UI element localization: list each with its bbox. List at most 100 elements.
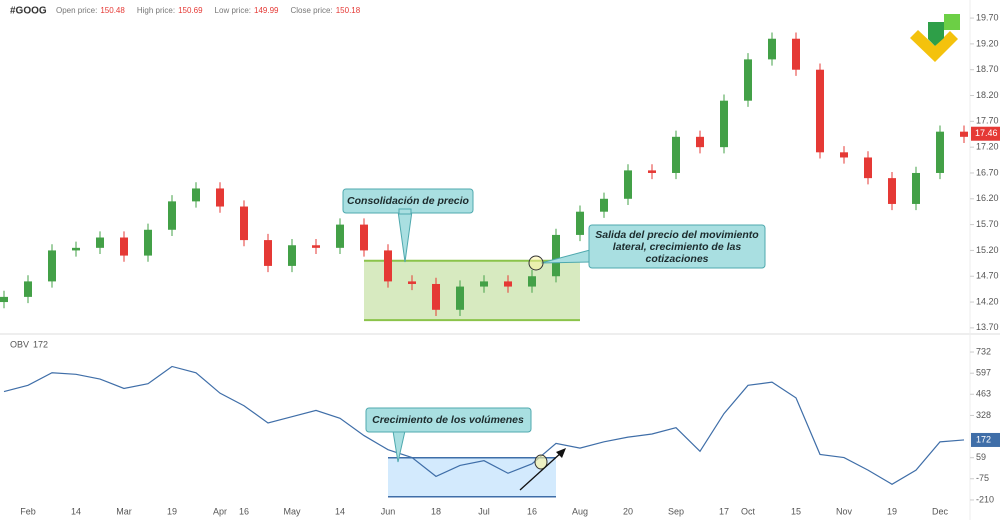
candle-body bbox=[720, 100, 728, 148]
y-tick-label: -75 bbox=[976, 473, 989, 483]
candle-body bbox=[672, 136, 680, 173]
logo bbox=[910, 14, 960, 62]
candle-body bbox=[552, 234, 560, 277]
header: #GOOG Open price: 150.48 High price: 150.69 L… bbox=[10, 6, 361, 17]
x-tick-label: 16 bbox=[239, 506, 249, 516]
y-tick-label: 19.70 bbox=[976, 12, 999, 22]
candle-body bbox=[288, 245, 296, 266]
x-tick-label: 14 bbox=[71, 506, 81, 516]
callout: Consolidación de precio bbox=[342, 188, 474, 263]
candle-body bbox=[336, 224, 344, 248]
header-value: 150.18 bbox=[336, 6, 361, 15]
candle-body bbox=[696, 136, 704, 148]
candle-body bbox=[504, 281, 512, 287]
candle-body bbox=[936, 131, 944, 173]
x-tick-label: Dec bbox=[932, 506, 949, 516]
candle-body bbox=[864, 157, 872, 179]
y-tick-label: 463 bbox=[976, 389, 991, 399]
y-tick-label: 15.20 bbox=[976, 245, 999, 255]
last-price-marker bbox=[971, 126, 1000, 141]
x-tick-label: Jun bbox=[381, 506, 396, 516]
callout: Salida del precio del movimiento lateral… bbox=[540, 224, 766, 269]
annotation: Crecimiento de los volúmenes bbox=[372, 414, 524, 426]
consolidation-box bbox=[364, 260, 580, 321]
candle-body bbox=[432, 283, 440, 310]
highlight-circle bbox=[528, 255, 544, 271]
candle-body bbox=[120, 237, 128, 256]
x-tick-label: 16 bbox=[527, 506, 537, 516]
candle-body bbox=[960, 131, 968, 137]
candle-body bbox=[72, 247, 80, 251]
candle-body bbox=[96, 237, 104, 248]
y-tick-label: 19.20 bbox=[976, 38, 999, 48]
annotation: cotizaciones bbox=[645, 253, 708, 265]
callout-box bbox=[365, 407, 532, 433]
candle-body bbox=[840, 152, 848, 158]
candle-body bbox=[216, 188, 224, 207]
y-tick-label: 16.70 bbox=[976, 167, 999, 177]
indicator-name: OBV bbox=[10, 339, 29, 349]
y-tick-label: 14.70 bbox=[976, 271, 999, 281]
y-tick-label: 328 bbox=[976, 410, 991, 420]
candle-body bbox=[816, 69, 824, 153]
candle-body bbox=[192, 188, 200, 202]
logo-part bbox=[928, 22, 944, 46]
x-tick-label: 19 bbox=[887, 506, 897, 516]
x-tick-label: 14 bbox=[335, 506, 345, 516]
x-tick-label: Jul bbox=[478, 506, 490, 516]
x-tick-label: 17 bbox=[719, 506, 729, 516]
candle-body bbox=[312, 245, 320, 248]
x-tick-label: 15 bbox=[791, 506, 801, 516]
candle-body bbox=[480, 281, 488, 287]
x-tick-label: Apr bbox=[213, 506, 227, 516]
indicator-value: 172 bbox=[33, 339, 48, 349]
candle-body bbox=[792, 38, 800, 70]
y-tick-label: 15.70 bbox=[976, 219, 999, 229]
callout-pointer bbox=[397, 210, 413, 263]
candle-body bbox=[168, 201, 176, 230]
candle-body bbox=[912, 172, 920, 204]
candle-body bbox=[0, 296, 8, 303]
y-tick-label: 14.20 bbox=[976, 296, 999, 306]
y-tick-label: 17.20 bbox=[976, 142, 999, 152]
candle-body bbox=[24, 281, 32, 297]
header-label: High price: bbox=[137, 6, 175, 15]
x-tick-label: Sep bbox=[668, 506, 684, 516]
x-tick-label: 19 bbox=[167, 506, 177, 516]
annotation: Salida del precio del movimiento bbox=[595, 229, 759, 241]
annotation: lateral, crecimiento de las bbox=[613, 241, 742, 253]
logo-part bbox=[944, 14, 960, 30]
candle-body bbox=[240, 206, 248, 241]
candle-body bbox=[360, 224, 368, 251]
candle-body bbox=[384, 250, 392, 282]
x-tick-label: Feb bbox=[20, 506, 36, 516]
x-tick-label: Nov bbox=[836, 506, 853, 516]
arrow bbox=[519, 451, 563, 491]
candle-body bbox=[600, 198, 608, 212]
y-tick-label: 59 bbox=[976, 452, 986, 462]
header-value: 149.99 bbox=[254, 6, 279, 15]
logo-part bbox=[910, 30, 958, 62]
candle-body bbox=[744, 59, 752, 101]
symbol: #GOOG bbox=[10, 6, 47, 17]
arrow-head bbox=[556, 448, 566, 458]
y-tick-label: -210 bbox=[976, 494, 994, 504]
header-label: Close price: bbox=[290, 6, 332, 15]
header-value: 150.48 bbox=[100, 6, 125, 15]
candle-body bbox=[624, 170, 632, 199]
y-tick-label: 597 bbox=[976, 368, 991, 378]
plot-area: 13.70 14.20 14.70 15.20 15.70 16.20 16.70 17.20… bbox=[0, 12, 1000, 516]
x-tick-label: 20 bbox=[623, 506, 633, 516]
callout: Crecimiento de los volúmenes bbox=[365, 407, 532, 463]
y-tick-label: 17.70 bbox=[976, 116, 999, 126]
candle-body bbox=[768, 38, 776, 60]
highlight-circle bbox=[534, 454, 548, 470]
candle-body bbox=[408, 281, 416, 284]
candle-body bbox=[576, 211, 584, 235]
y-tick-label: 18.20 bbox=[976, 90, 999, 100]
x-tick-label: Mar bbox=[116, 506, 132, 516]
obv-line bbox=[3, 365, 965, 485]
candle-body bbox=[528, 276, 536, 287]
candle-body bbox=[48, 250, 56, 282]
